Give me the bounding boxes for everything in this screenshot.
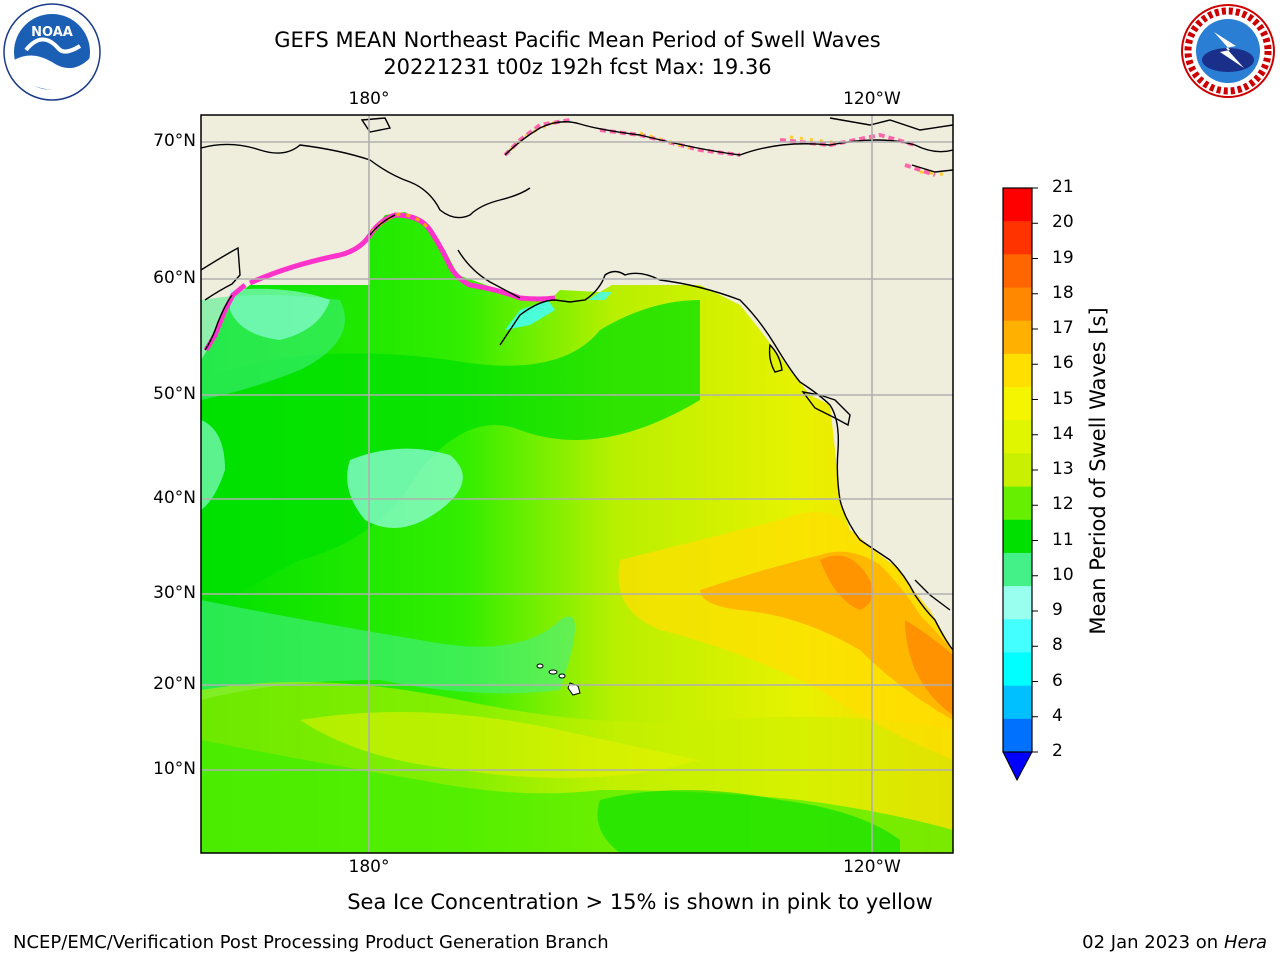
colorbar-tick-label: 12 <box>1052 494 1074 515</box>
colorbar-cell <box>1003 420 1032 454</box>
colorbar-cell <box>1003 652 1032 687</box>
colorbar-tick-label: 15 <box>1052 388 1074 409</box>
colorbar-cell <box>1003 287 1032 322</box>
colorbar-extend-arrow <box>1002 751 1033 782</box>
kodiak-patch <box>588 292 612 300</box>
colorbar-cell <box>1003 221 1032 255</box>
colorbar-tick-label: 2 <box>1052 741 1063 761</box>
colorbar-tick-label: 13 <box>1052 459 1074 479</box>
colorbar <box>1002 187 1038 782</box>
sea-ice-bering-north <box>248 212 556 302</box>
colorbar-tick-label: 16 <box>1052 353 1074 374</box>
colorbar-tick-label: 11 <box>1052 529 1074 550</box>
swell-band-11s <box>201 300 700 620</box>
hawaiian-islands <box>536 663 581 696</box>
colorbar-tick-label: 19 <box>1052 247 1074 268</box>
colorbar-cell <box>1003 619 1032 653</box>
colorbar-tick-labels: 21 20 19 18 17 16 15 14 13 12 11 10 9 8 6 4 2 <box>1052 177 1092 790</box>
nws-logo <box>1181 4 1275 98</box>
colorbar-tick-label: 10 <box>1052 564 1074 585</box>
swell-band-18s <box>820 555 874 610</box>
colorbar-tick-label: 20 <box>1052 212 1074 233</box>
gridlines <box>201 115 953 853</box>
swell-band-9s-mid <box>347 448 463 528</box>
colorbar-tick-label: 18 <box>1052 282 1074 303</box>
colorbar-tick-label: 4 <box>1052 705 1063 726</box>
colorbar-tick-label: 9 <box>1052 600 1063 620</box>
lon-tick-bottom-120w: 120°W <box>843 857 901 877</box>
lat-tick-70n: 70°N <box>153 131 196 151</box>
colorbar-cell <box>1003 453 1032 488</box>
lat-tick-30n: 30°N <box>153 583 196 603</box>
map-frame <box>200 114 954 854</box>
lon-tick-top-120w: 120°W <box>843 89 901 109</box>
colorbar-cell <box>1003 685 1032 720</box>
plot-subtitle: 20221231 t00z 192h fcst Max: 19.36 <box>383 55 772 79</box>
colorbar-tick-label: 14 <box>1052 423 1074 444</box>
colorbar-tick-label: 17 <box>1052 318 1074 338</box>
lat-tick-60n: 60°N <box>153 268 196 288</box>
colorbar-cell <box>1003 254 1032 289</box>
colorbar-cell <box>1003 353 1032 388</box>
swell-band-9s-north <box>230 288 330 340</box>
footer-date: 02 Jan 2023 on Hera <box>1082 932 1267 953</box>
lat-tick-10n: 10°N <box>153 759 196 779</box>
cook-inlet-patch <box>505 300 555 330</box>
colorbar-tick-label: 8 <box>1052 635 1063 656</box>
sea-ice-note: Sea Ice Concentration > 15% is shown in … <box>347 890 933 914</box>
colorbar-cell <box>1003 519 1032 554</box>
swell-band-18s-coast <box>905 620 953 715</box>
colorbar-cell <box>1003 552 1032 587</box>
footer-host: Hera <box>1223 932 1267 953</box>
colorbar-tick-label: 6 <box>1052 670 1063 691</box>
colorbar-label: Mean Period of Swell Waves [s] <box>1086 307 1110 635</box>
colorbar-cell <box>1003 718 1032 753</box>
noaa-logo-text: NOAA <box>31 25 73 40</box>
colorbar-tick-label: 21 <box>1052 177 1074 197</box>
plot-title: GEFS MEAN Northeast Pacific Mean Period … <box>274 28 881 52</box>
footer-credit: NCEP/EMC/Verification Post Processing Pr… <box>13 932 609 953</box>
swell-band-10s-mid <box>201 600 575 700</box>
colorbar-cell <box>1003 188 1032 222</box>
noaa-logo: NOAA <box>3 3 101 101</box>
swell-band-9s-west <box>201 420 225 510</box>
colorbar-cell <box>1003 320 1032 355</box>
colorbar-cell <box>1003 486 1032 521</box>
lon-tick-bottom-180: 180° <box>348 857 390 877</box>
colorbar-cell <box>1003 387 1032 421</box>
swell-band-14s-south <box>300 712 700 778</box>
colorbar-cell <box>1003 586 1032 620</box>
lat-tick-40n: 40°N <box>153 488 196 508</box>
lat-tick-20n: 20°N <box>153 674 196 694</box>
lat-tick-50n: 50°N <box>153 384 196 404</box>
footer-date-text: 02 Jan 2023 on <box>1082 932 1224 953</box>
swell-band-11s-equatorial <box>597 790 900 853</box>
sea-ice-bering-west <box>203 283 247 352</box>
lon-tick-top-180: 180° <box>348 89 390 109</box>
